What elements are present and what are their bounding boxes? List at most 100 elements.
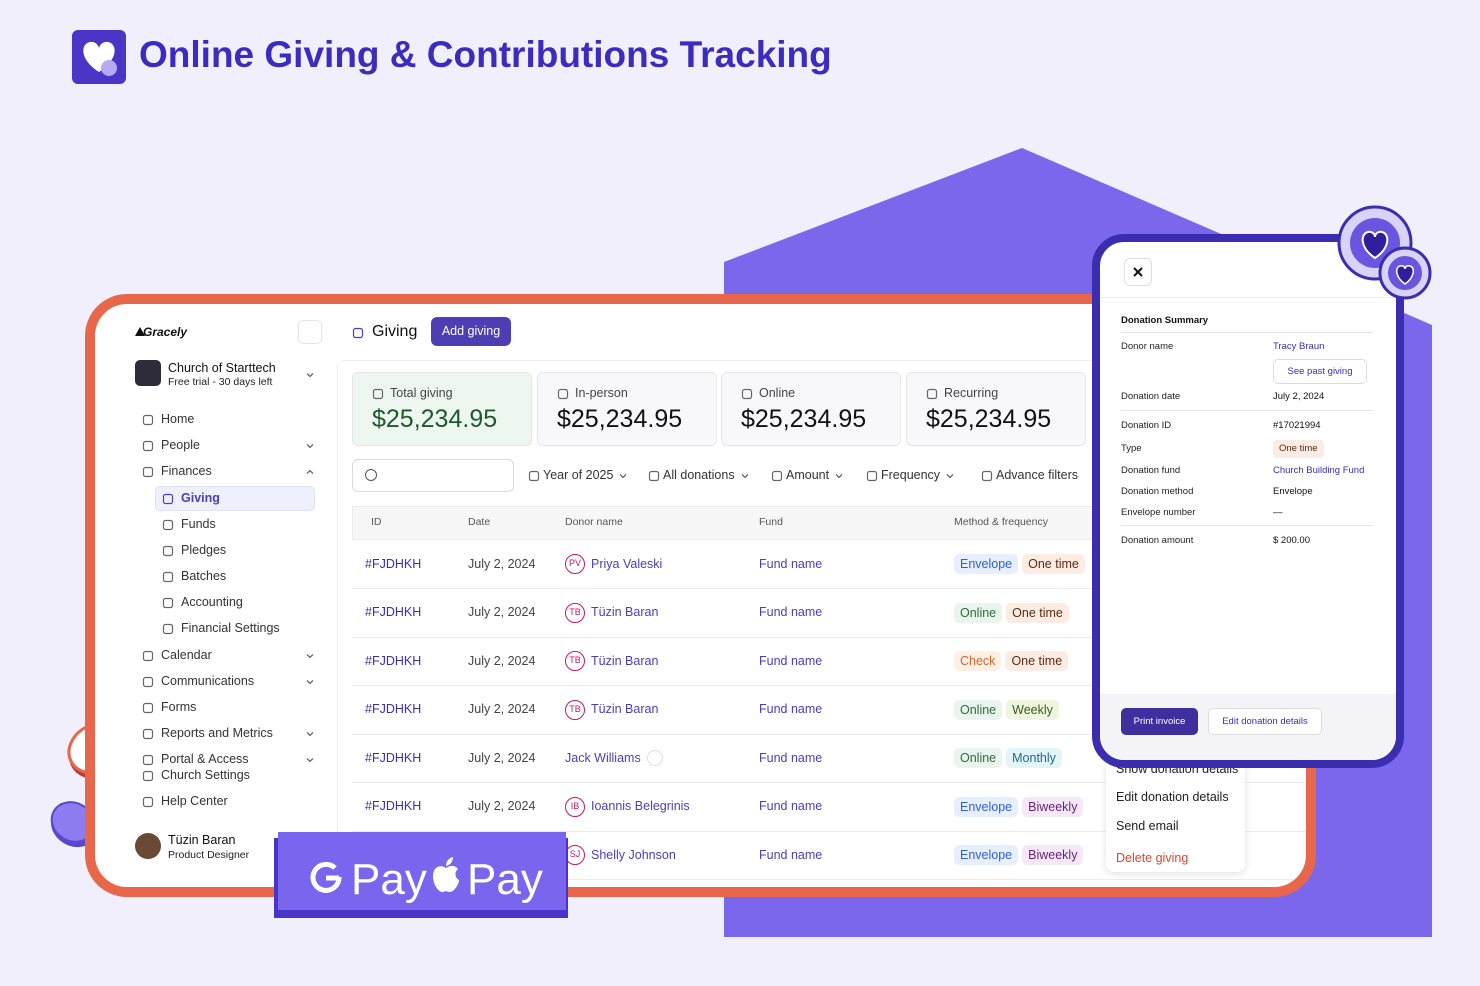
nav-item[interactable]: Finances [161,463,212,478]
method-badge: Online [954,602,1003,623]
fund-name[interactable]: Fund name [759,605,823,619]
filter-icon [528,469,540,482]
row-divider [352,782,1306,783]
donor-name[interactable]: Priya Valeski [591,556,663,571]
donor-name[interactable]: Jack Williams [565,750,641,765]
nav-subitem[interactable]: Batches [181,568,227,583]
field-badge: One time [1273,440,1324,458]
donation-id[interactable]: #FJDHKH [365,702,422,716]
stat-card [721,372,901,446]
add-button[interactable]: Add giving [431,317,511,346]
menu-item[interactable]: Delete giving [1116,850,1189,865]
column-header: Donor name [565,515,623,528]
nav-icon [162,570,174,583]
field-label: Type [1121,443,1142,455]
donation-date: July 2, 2024 [468,556,536,571]
donor-name[interactable]: Tüzin Baran [591,605,659,619]
nav-chevron [304,465,316,477]
donor-name[interactable]: Tüzin Baran [591,702,659,716]
nav-item[interactable]: Portal & Access [161,751,249,766]
nav-item[interactable]: Calendar [161,647,212,662]
filter[interactable]: Advance filters [996,467,1078,482]
edit-button[interactable]: Edit donation details [1208,708,1322,735]
fund-name[interactable]: Fund name [759,847,823,862]
gpay-logo [308,860,344,896]
brand: Gracely [143,324,188,339]
nav-subitem[interactable]: Funds [181,516,216,531]
nav-item[interactable]: Home [161,411,195,426]
nav-chevron [304,649,316,661]
org-switch [304,368,316,380]
collapse-button[interactable] [298,320,322,344]
fund-name[interactable]: Fund name [759,556,823,571]
stat-label: Online [759,385,796,400]
filter[interactable]: Year of 2025 [543,467,614,482]
search-box[interactable] [352,459,514,492]
nav-subitem[interactable]: Financial Settings [181,620,280,635]
fund-name[interactable]: Fund name [759,750,823,765]
donor-avatar: IB [565,796,585,817]
donation-id[interactable]: #FJDHKH [365,799,422,813]
stat-label: In-person [575,385,628,400]
divider [1121,525,1373,526]
donor-name[interactable]: Shelly Johnson [591,847,676,862]
donation-id[interactable]: #FJDHKH [365,605,422,619]
nav-icon [142,413,154,426]
donor-name[interactable]: Ioannis Belegrinis [591,799,690,813]
field-value[interactable]: Church Building Fund [1273,465,1365,477]
field-label: Donation date [1121,391,1181,403]
donation-id[interactable]: #FJDHKH [365,750,422,765]
filter[interactable]: Frequency [881,467,941,482]
stat-value: $25,234.95 [557,405,683,433]
field-label: Donation amount [1121,535,1194,547]
filter[interactable]: All donations [663,467,735,482]
method-badge: Envelope [954,554,1019,574]
divider [1121,410,1373,411]
fund-name[interactable]: Fund name [759,799,823,813]
field-label: Donation method [1121,486,1194,498]
nav-icon [162,544,174,557]
stat-value: $25,234.95 [741,405,867,433]
nav-icon [142,769,154,782]
donation-id[interactable]: #FJDHKH [365,556,422,571]
fund-name[interactable]: Fund name [759,702,823,716]
nav-subitem[interactable]: Accounting [181,594,243,609]
donor-avatar: TB [565,602,585,623]
stat-icon [372,387,384,400]
nav-item[interactable]: Reports and Metrics [161,725,273,740]
stat-icon [926,387,938,400]
filter[interactable]: Amount [786,467,830,482]
nav-subitem[interactable]: Giving [181,490,220,505]
field-label: Donation ID [1121,420,1172,432]
menu-item[interactable]: Send email [1116,818,1179,833]
past-giving-button[interactable]: See past giving [1273,359,1367,384]
field-value: — [1273,507,1283,519]
print-button[interactable]: Print invoice [1121,708,1198,735]
nav-icon [142,465,154,478]
nav-item[interactable]: Communications [161,673,255,688]
search-icon [365,469,377,481]
donor-avatar: TB [565,699,585,720]
divider [1121,332,1373,333]
nav-chevron [304,439,316,451]
stat-icon [557,387,569,400]
field-value[interactable]: Tracy Braun [1273,341,1325,353]
nav-item[interactable]: Forms [161,699,197,714]
donor-avatar: SJ [565,845,585,865]
close-button[interactable] [1124,258,1152,286]
nav-item[interactable]: People [161,437,200,452]
donor-name[interactable]: Tüzin Baran [591,653,659,668]
stat-icon [741,387,753,400]
donation-id[interactable]: #FJDHKH [365,653,422,668]
nav-item[interactable]: Help Center [161,793,228,808]
menu-item[interactable]: Edit donation details [1116,789,1229,804]
method-badge: Online [954,748,1003,768]
nav-chevron [304,753,316,765]
nav-item[interactable]: Church Settings [161,767,250,782]
nav-icon [142,439,154,452]
fund-name[interactable]: Fund name [759,653,823,668]
nav-subitem[interactable]: Pledges [181,542,227,557]
org-logo [135,360,161,386]
method-badge: Online [954,699,1003,720]
